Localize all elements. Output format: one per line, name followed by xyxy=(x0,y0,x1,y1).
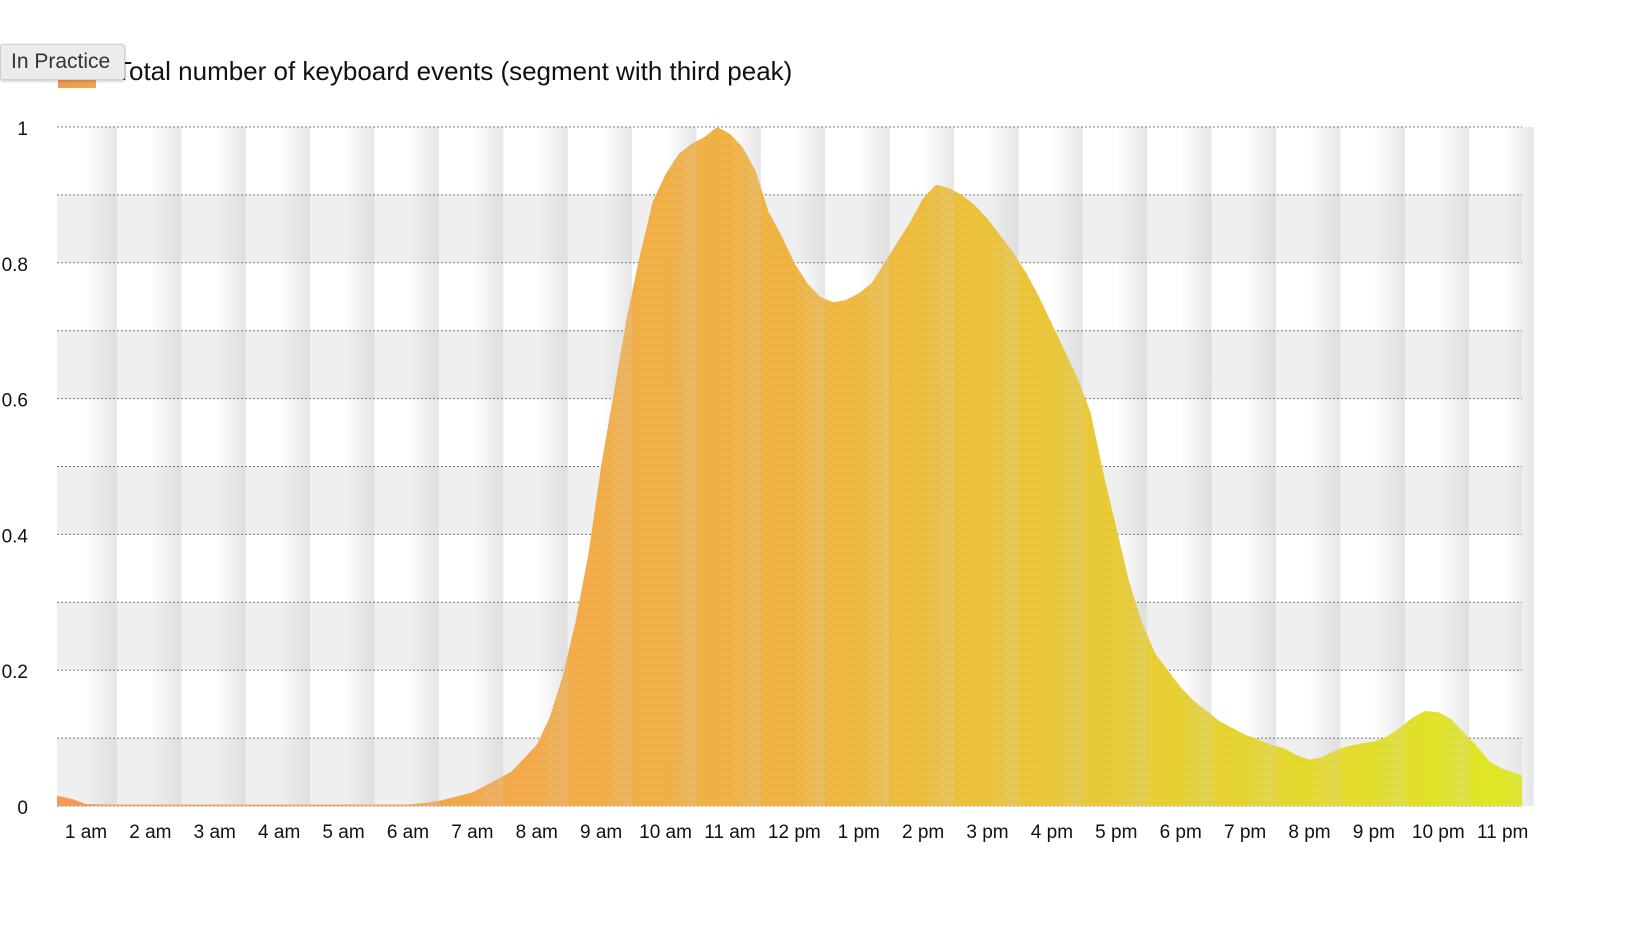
x-axis: 1 am 2 am 3 am 4 am 5 am 6 am 7 am 8 am 9 am 10 a… xyxy=(65,822,1529,843)
y-tick-label: 0.6 xyxy=(2,391,28,412)
x-tick-label: 2 am xyxy=(129,822,171,843)
series-hour-stripe xyxy=(923,127,955,806)
series-hour-stripe xyxy=(729,127,761,806)
x-tick-label: 5 pm xyxy=(1095,822,1137,843)
x-tick-label: 3 pm xyxy=(966,822,1008,843)
y-axis: 0 0.2 0.4 0.6 0.8 1 xyxy=(2,119,29,819)
x-tick-label: 11 pm xyxy=(1477,822,1528,843)
x-tick-label: 4 pm xyxy=(1031,822,1073,843)
band xyxy=(57,127,1522,195)
x-tick-label: 11 am xyxy=(704,822,755,843)
x-tick-label: 6 am xyxy=(387,822,429,843)
in-practice-badge[interactable]: In Practice xyxy=(0,44,126,80)
y-tick-label: 0.8 xyxy=(2,255,28,276)
x-tick-label: 1 pm xyxy=(838,822,880,843)
x-tick-label: 7 pm xyxy=(1224,822,1266,843)
y-tick-label: 0.4 xyxy=(2,526,29,547)
x-tick-label: 6 pm xyxy=(1160,822,1202,843)
x-tick-label: 9 pm xyxy=(1353,822,1395,843)
x-tick-label: 1 am xyxy=(65,822,107,843)
x-tick-label: 3 am xyxy=(194,822,236,843)
y-tick-label: 0.2 xyxy=(2,662,28,683)
x-tick-label: 8 pm xyxy=(1288,822,1330,843)
legend-label: Total number of keyboard events (segment… xyxy=(116,56,793,86)
x-tick-label: 8 am xyxy=(516,822,558,843)
x-tick-label: 10 am xyxy=(639,822,692,843)
x-tick-label: 4 am xyxy=(258,822,300,843)
series-area-texture xyxy=(57,127,1522,806)
series-hour-stripe xyxy=(665,127,697,806)
x-tick-label: 9 am xyxy=(580,822,622,843)
y-tick-label: 1 xyxy=(17,119,28,140)
x-tick-label: 7 am xyxy=(451,822,493,843)
y-tick-label: 0 xyxy=(17,798,28,819)
x-tick-label: 2 pm xyxy=(902,822,944,843)
x-tick-label: 5 am xyxy=(322,822,364,843)
x-tick-label: 10 pm xyxy=(1412,822,1465,843)
x-tick-label: 12 pm xyxy=(768,822,821,843)
